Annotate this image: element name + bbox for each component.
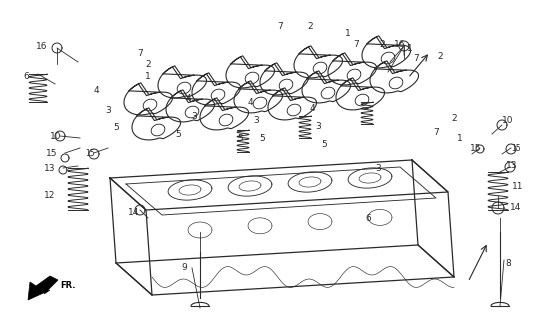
Text: 1: 1 bbox=[457, 133, 463, 142]
Text: 5: 5 bbox=[113, 123, 119, 132]
Text: 15: 15 bbox=[46, 148, 58, 157]
Text: 6: 6 bbox=[365, 213, 371, 222]
Text: 7: 7 bbox=[137, 49, 143, 58]
Text: 3: 3 bbox=[375, 164, 381, 172]
Text: 7: 7 bbox=[353, 39, 359, 49]
Text: 3: 3 bbox=[253, 116, 259, 124]
Text: 4: 4 bbox=[247, 98, 253, 107]
Text: 7: 7 bbox=[413, 53, 419, 62]
Text: 1: 1 bbox=[145, 71, 151, 81]
Text: 15: 15 bbox=[470, 143, 481, 153]
Text: 7: 7 bbox=[277, 21, 283, 30]
Text: 8: 8 bbox=[505, 260, 511, 268]
Text: 7: 7 bbox=[433, 127, 439, 137]
Text: 1: 1 bbox=[345, 28, 351, 37]
Text: 2: 2 bbox=[451, 114, 457, 123]
Text: 2: 2 bbox=[145, 60, 151, 68]
Text: 2: 2 bbox=[307, 21, 313, 30]
Text: 3: 3 bbox=[315, 122, 321, 131]
Text: 2: 2 bbox=[437, 52, 443, 60]
Text: 1: 1 bbox=[407, 44, 413, 52]
Text: 4: 4 bbox=[309, 103, 315, 113]
Text: 14: 14 bbox=[510, 203, 522, 212]
Text: 15: 15 bbox=[85, 148, 95, 157]
Text: 16: 16 bbox=[36, 42, 48, 51]
Text: 6: 6 bbox=[23, 71, 29, 81]
Text: 5: 5 bbox=[321, 140, 327, 148]
Text: 11: 11 bbox=[512, 181, 524, 190]
Text: 4: 4 bbox=[185, 93, 191, 102]
Text: 16: 16 bbox=[394, 39, 406, 49]
Polygon shape bbox=[28, 276, 58, 300]
Text: 5: 5 bbox=[237, 133, 243, 142]
Text: 2: 2 bbox=[379, 39, 385, 49]
Text: 4: 4 bbox=[93, 85, 99, 94]
Text: 13: 13 bbox=[44, 164, 56, 172]
Text: 12: 12 bbox=[44, 190, 56, 199]
Text: 14: 14 bbox=[128, 207, 140, 217]
Text: 13: 13 bbox=[507, 161, 518, 170]
Text: 5: 5 bbox=[175, 130, 181, 139]
Text: 5: 5 bbox=[259, 133, 265, 142]
Text: 15: 15 bbox=[511, 143, 521, 153]
Text: 3: 3 bbox=[191, 111, 197, 121]
Text: 10: 10 bbox=[50, 132, 62, 140]
Text: 10: 10 bbox=[502, 116, 514, 124]
Text: FR.: FR. bbox=[60, 282, 76, 291]
Text: 9: 9 bbox=[181, 263, 187, 273]
Text: 3: 3 bbox=[105, 106, 111, 115]
